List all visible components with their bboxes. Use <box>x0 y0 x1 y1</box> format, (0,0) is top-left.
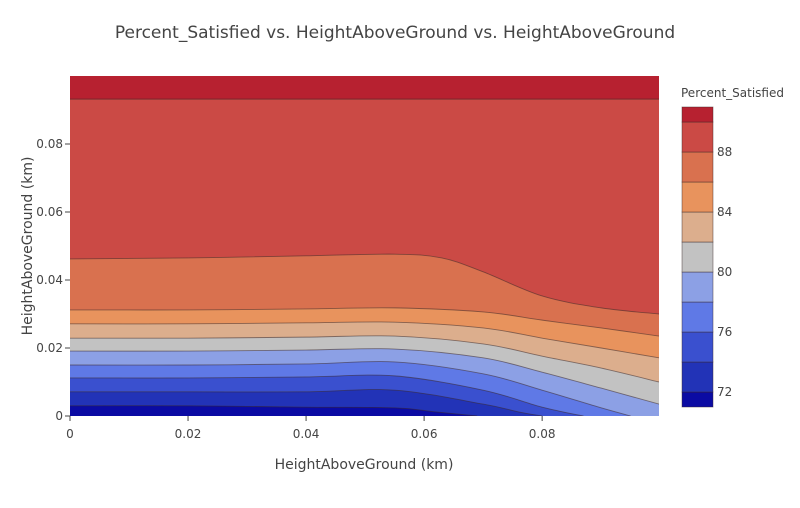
y-tick-label: 0.04 <box>36 273 63 287</box>
contour-line-78 <box>70 361 631 416</box>
colorbar-band <box>681 151 714 183</box>
contour-line-86 <box>70 307 659 337</box>
colorbar-tick-label: 84 <box>717 205 732 219</box>
y-tick-label: 0.06 <box>36 205 63 219</box>
contour-line-80 <box>70 348 659 405</box>
contour-line-72 <box>70 405 478 416</box>
colorbar-band <box>681 121 714 153</box>
colorbar: Percent_Satisfied 72 76 80 84 88 <box>681 86 784 408</box>
y-tick-label: 0.08 <box>36 137 63 151</box>
colorbar-tick-label: 88 <box>717 145 732 159</box>
x-tick-label: 0.06 <box>411 427 438 441</box>
x-tick-label: 0.08 <box>529 427 556 441</box>
colorbar-ticks: 72 76 80 84 88 <box>717 145 732 399</box>
plot-area[interactable] <box>68 74 661 418</box>
contour-line-88 <box>70 253 659 315</box>
y-tick-label: 0 <box>55 409 63 423</box>
x-axis: 0 0.02 0.04 0.06 0.08 <box>66 416 556 441</box>
x-tick-label: 0.02 <box>175 427 202 441</box>
colorbar-tick-label: 76 <box>717 325 732 339</box>
colorbar-tick-label: 72 <box>717 385 732 399</box>
colorbar-bands <box>681 106 714 408</box>
x-tick-label: 0.04 <box>293 427 320 441</box>
contour-line-layer <box>70 98 659 416</box>
contour-band-above-88 <box>70 76 659 314</box>
y-tick-label: 0.02 <box>36 341 63 355</box>
colorbar-band <box>681 361 714 393</box>
colorbar-tick-label: 80 <box>717 265 732 279</box>
colorbar-title: Percent_Satisfied <box>681 86 784 100</box>
colorbar-band <box>681 181 714 213</box>
contour-line-84 <box>70 321 659 359</box>
colorbar-band <box>681 241 714 273</box>
colorbar-band <box>681 301 714 333</box>
colorbar-band <box>681 106 714 123</box>
chart-title: Percent_Satisfied vs. HeightAboveGround … <box>115 23 675 43</box>
x-tick-label: 0 <box>66 427 74 441</box>
colorbar-band <box>681 331 714 363</box>
colorbar-band <box>681 271 714 303</box>
contour-line-76 <box>70 374 584 416</box>
contour-line-82 <box>70 335 659 383</box>
y-axis: 0 0.02 0.04 0.06 0.08 <box>36 137 70 423</box>
x-axis-title: HeightAboveGround (km) <box>275 457 454 473</box>
colorbar-band <box>681 211 714 243</box>
contour-band-above-90 <box>70 76 659 100</box>
y-axis-title: HeightAboveGround (km) <box>20 157 36 336</box>
contour-fill-layer <box>70 76 659 416</box>
contour-line-74 <box>70 389 543 416</box>
colorbar-band <box>681 391 714 408</box>
